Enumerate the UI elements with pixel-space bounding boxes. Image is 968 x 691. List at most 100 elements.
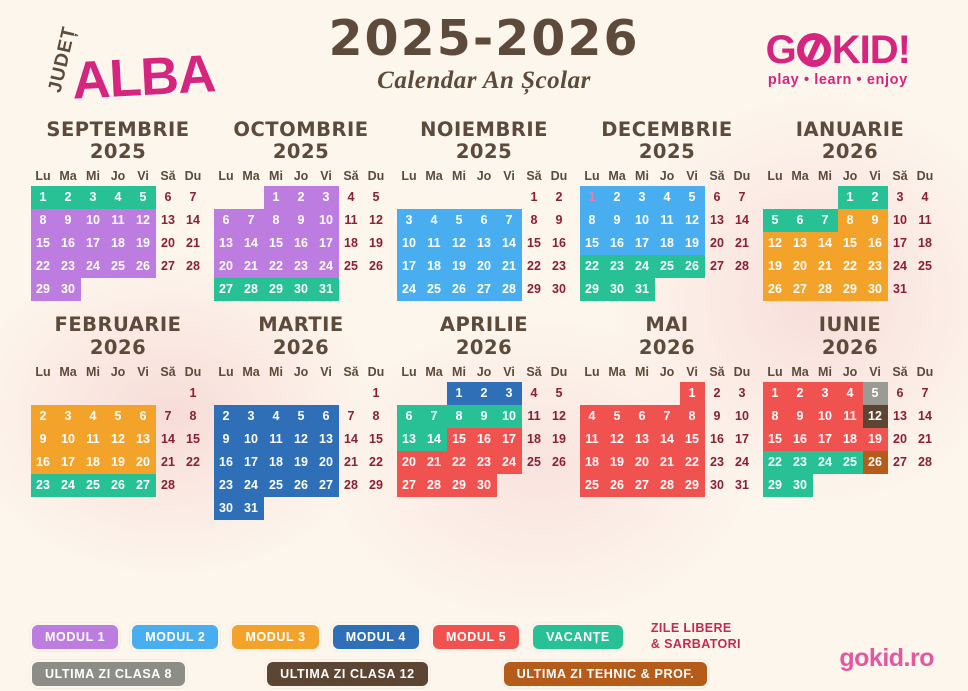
day-cell[interactable]: 15 — [181, 428, 206, 451]
day-cell[interactable]: 18 — [81, 451, 106, 474]
legend-vacante[interactable]: VACANȚE — [531, 623, 625, 651]
day-cell[interactable]: 4 — [522, 382, 547, 405]
day-cell[interactable]: 30 — [605, 278, 630, 301]
day-cell[interactable]: 29 — [264, 278, 289, 301]
day-cell[interactable]: 6 — [314, 405, 339, 428]
day-cell[interactable]: 19 — [763, 255, 788, 278]
day-cell[interactable]: 5 — [131, 186, 156, 209]
day-cell[interactable]: 7 — [239, 209, 264, 232]
day-cell[interactable]: 14 — [156, 428, 181, 451]
day-cell[interactable]: 17 — [888, 232, 913, 255]
day-cell[interactable]: 5 — [763, 209, 788, 232]
day-cell[interactable]: 16 — [605, 232, 630, 255]
day-cell[interactable]: 3 — [497, 382, 522, 405]
day-cell[interactable]: 17 — [730, 428, 755, 451]
day-cell[interactable]: 23 — [605, 255, 630, 278]
day-cell[interactable]: 4 — [339, 186, 364, 209]
day-cell[interactable]: 8 — [364, 405, 389, 428]
day-cell[interactable]: 8 — [31, 209, 56, 232]
day-cell[interactable]: 30 — [863, 278, 888, 301]
day-cell[interactable]: 12 — [106, 428, 131, 451]
day-cell[interactable]: 1 — [447, 382, 472, 405]
day-cell[interactable]: 16 — [289, 232, 314, 255]
day-cell[interactable]: 18 — [655, 232, 680, 255]
day-cell[interactable]: 8 — [763, 405, 788, 428]
day-cell[interactable]: 22 — [522, 255, 547, 278]
day-cell[interactable]: 15 — [680, 428, 705, 451]
day-cell[interactable]: 13 — [888, 405, 913, 428]
day-cell[interactable]: 12 — [289, 428, 314, 451]
day-cell[interactable]: 23 — [214, 474, 239, 497]
day-cell[interactable]: 26 — [863, 451, 888, 474]
day-cell[interactable]: 7 — [497, 209, 522, 232]
day-cell[interactable]: 15 — [364, 428, 389, 451]
day-cell[interactable]: 4 — [655, 186, 680, 209]
day-cell[interactable]: 18 — [522, 428, 547, 451]
day-cell[interactable]: 26 — [763, 278, 788, 301]
day-cell[interactable]: 16 — [472, 428, 497, 451]
day-cell[interactable]: 2 — [788, 382, 813, 405]
day-cell[interactable]: 21 — [239, 255, 264, 278]
day-cell[interactable]: 4 — [838, 382, 863, 405]
day-cell[interactable]: 25 — [913, 255, 938, 278]
day-cell[interactable]: 22 — [31, 255, 56, 278]
day-cell[interactable]: 5 — [289, 405, 314, 428]
day-cell[interactable]: 3 — [314, 186, 339, 209]
day-cell[interactable]: 4 — [264, 405, 289, 428]
day-cell[interactable]: 2 — [547, 186, 572, 209]
day-cell[interactable]: 17 — [239, 451, 264, 474]
day-cell[interactable]: 10 — [497, 405, 522, 428]
day-cell[interactable]: 19 — [447, 255, 472, 278]
day-cell[interactable]: 18 — [838, 428, 863, 451]
day-cell[interactable]: 15 — [447, 428, 472, 451]
day-cell[interactable]: 14 — [497, 232, 522, 255]
day-cell[interactable]: 18 — [106, 232, 131, 255]
day-cell[interactable]: 27 — [314, 474, 339, 497]
day-cell[interactable]: 20 — [131, 451, 156, 474]
day-cell[interactable]: 14 — [339, 428, 364, 451]
day-cell[interactable]: 16 — [547, 232, 572, 255]
day-cell[interactable]: 10 — [239, 428, 264, 451]
day-cell[interactable]: 20 — [705, 232, 730, 255]
day-cell[interactable]: 26 — [289, 474, 314, 497]
day-cell[interactable]: 31 — [888, 278, 913, 301]
day-cell[interactable]: 4 — [106, 186, 131, 209]
day-cell[interactable]: 13 — [397, 428, 422, 451]
day-cell[interactable]: 31 — [239, 497, 264, 520]
day-cell[interactable]: 25 — [522, 451, 547, 474]
day-cell[interactable]: 27 — [131, 474, 156, 497]
day-cell[interactable]: 28 — [913, 451, 938, 474]
day-cell[interactable]: 11 — [339, 209, 364, 232]
day-cell[interactable]: 8 — [264, 209, 289, 232]
day-cell[interactable]: 13 — [314, 428, 339, 451]
day-cell[interactable]: 9 — [56, 209, 81, 232]
legend-modul-3[interactable]: MODUL 3 — [230, 623, 320, 651]
day-cell[interactable]: 12 — [547, 405, 572, 428]
legend-modul-2[interactable]: MODUL 2 — [130, 623, 220, 651]
day-cell[interactable]: 18 — [422, 255, 447, 278]
day-cell[interactable]: 14 — [181, 209, 206, 232]
gokid-logo[interactable]: G KID! play • learn • enjoy — [766, 30, 910, 88]
day-cell[interactable]: 24 — [397, 278, 422, 301]
day-cell[interactable]: 5 — [605, 405, 630, 428]
day-cell[interactable]: 12 — [605, 428, 630, 451]
day-cell[interactable]: 6 — [788, 209, 813, 232]
day-cell[interactable]: 19 — [547, 428, 572, 451]
day-cell[interactable]: 9 — [788, 405, 813, 428]
day-cell[interactable]: 3 — [813, 382, 838, 405]
legend-modul-1[interactable]: MODUL 1 — [30, 623, 120, 651]
day-cell[interactable]: 23 — [31, 474, 56, 497]
day-cell[interactable]: 28 — [655, 474, 680, 497]
day-cell[interactable]: 9 — [547, 209, 572, 232]
day-cell[interactable]: 24 — [56, 474, 81, 497]
day-cell[interactable]: 12 — [364, 209, 389, 232]
day-cell[interactable]: 10 — [81, 209, 106, 232]
day-cell[interactable]: 10 — [813, 405, 838, 428]
day-cell[interactable]: 14 — [239, 232, 264, 255]
day-cell[interactable]: 9 — [289, 209, 314, 232]
day-cell[interactable]: 17 — [630, 232, 655, 255]
day-cell[interactable]: 20 — [472, 255, 497, 278]
day-cell[interactable]: 25 — [422, 278, 447, 301]
day-cell[interactable]: 28 — [156, 474, 181, 497]
day-cell[interactable]: 8 — [838, 209, 863, 232]
